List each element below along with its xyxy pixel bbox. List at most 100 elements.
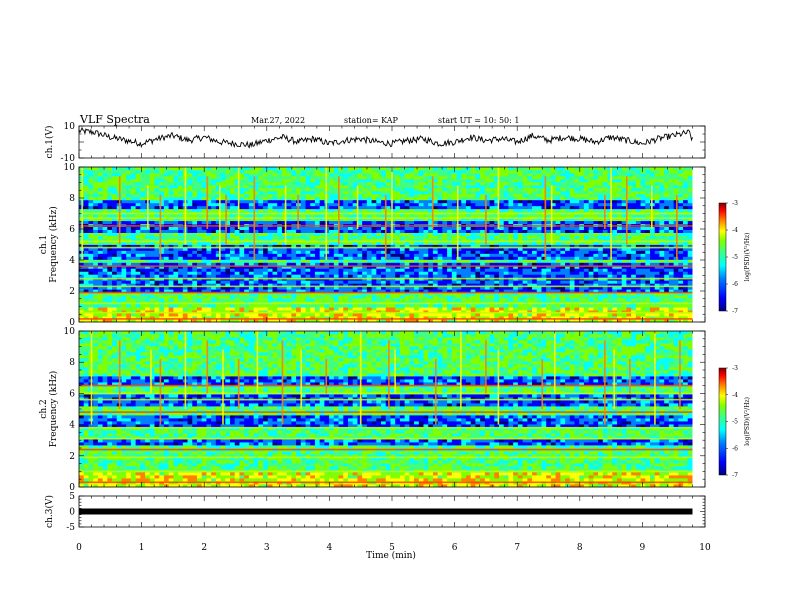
spectrogram-cell — [470, 304, 476, 308]
spectrogram-cell — [329, 304, 335, 308]
spectrogram-cell — [602, 286, 608, 290]
spectrogram-cell — [239, 229, 245, 233]
spectrogram-cell — [248, 253, 255, 257]
spectrogram-cell — [513, 226, 519, 230]
spectrogram-cell — [154, 313, 160, 317]
spectrogram-cell — [97, 229, 103, 233]
spectrogram-cell — [135, 241, 141, 245]
spectrogram-cell — [465, 295, 472, 299]
spectrogram-cell — [390, 280, 396, 284]
spectrogram-cell — [423, 247, 429, 251]
spectrogram-cell — [88, 310, 94, 314]
spectrogram-cell — [414, 319, 420, 323]
spectrogram-cell — [215, 238, 221, 242]
spectrogram-cell — [626, 313, 632, 317]
spectrogram-cell — [300, 313, 306, 317]
spectrogram-cell — [635, 304, 641, 308]
spectrogram-cell — [281, 265, 288, 269]
spectrogram-cell — [102, 274, 108, 278]
spectrogram-cell — [263, 313, 269, 317]
spectrogram-cell — [423, 286, 429, 290]
spectrogram-cell — [541, 274, 547, 278]
spectrogram-cell — [579, 319, 585, 323]
spectrogram-cell — [220, 286, 226, 290]
spectrogram-cell — [503, 274, 509, 278]
spectrogram-cell — [527, 310, 533, 314]
spectrogram-cell — [423, 292, 429, 296]
spectrogram-cell — [598, 220, 604, 225]
spectrogram-cell — [593, 298, 599, 302]
spectrogram-cell — [206, 271, 212, 275]
spectrogram-cell — [116, 271, 122, 275]
spectrogram-cell — [263, 295, 269, 299]
spectrogram-cell — [126, 259, 132, 263]
spectrogram-cell — [305, 244, 311, 248]
spectrogram-cell — [343, 256, 349, 260]
spectrogram-cell — [654, 259, 660, 263]
spectrogram-cell — [522, 268, 528, 272]
spectrogram-cell — [465, 289, 472, 293]
spectrogram-cell — [654, 226, 660, 230]
spectrogram-cell — [291, 283, 297, 287]
spectrogram-cell — [508, 250, 514, 254]
spectrogram-cell — [546, 268, 552, 272]
spectrogram-cell — [650, 244, 656, 248]
spectrogram-cell — [532, 235, 538, 239]
spectrogram-cell — [149, 253, 155, 257]
spectrogram-cell — [163, 247, 170, 251]
spectrogram-cell — [130, 226, 137, 230]
spectrogram-cell — [291, 262, 297, 266]
spectrogram-cell — [333, 283, 339, 287]
spectrogram-cell — [234, 262, 240, 266]
spectrogram-cell — [310, 313, 316, 317]
spectrogram-cell — [187, 289, 193, 293]
spectrogram-cell — [508, 307, 514, 311]
spectrogram-cell — [112, 241, 118, 245]
spectrogram-cell — [347, 247, 354, 251]
spectrogram-cell — [494, 304, 500, 308]
spectrogram-cell — [399, 274, 406, 278]
spectrogram-cell — [673, 298, 679, 302]
spectrogram-cell — [314, 226, 321, 230]
spectrogram-cell — [522, 265, 528, 269]
spectrogram-cell — [168, 304, 174, 308]
spectrogram-cell — [333, 304, 339, 308]
spectrogram-cell — [598, 307, 604, 311]
spectrogram-cell — [97, 241, 103, 245]
spectrogram-cell — [215, 274, 221, 278]
spectrogram-cell — [579, 235, 585, 239]
spectrogram-cell — [664, 265, 670, 269]
spectrogram-cell — [187, 316, 193, 320]
spectrogram-cell — [357, 280, 363, 284]
spectrogram-cell — [149, 262, 155, 266]
spectrogram-cell — [178, 271, 184, 275]
spectrogram-cell — [324, 307, 330, 311]
spectrogram-cell — [258, 310, 264, 314]
spectrogram-cell — [659, 319, 665, 323]
spectrogram-cell — [220, 238, 226, 242]
spectrogram-cell — [376, 319, 382, 323]
spectrogram-cell — [347, 220, 354, 225]
spectrogram-cell — [517, 262, 523, 266]
spectrogram-cell — [489, 244, 495, 248]
spectrogram-cell — [418, 307, 424, 311]
spectrogram-cell — [248, 304, 255, 308]
spectrogram-cell — [480, 229, 486, 233]
spectrogram-cell — [687, 316, 693, 320]
spectrogram-cell — [645, 271, 651, 275]
spectrogram-cell — [343, 313, 349, 317]
spectrogram-cell — [480, 241, 486, 245]
spectrogram-cell — [579, 310, 585, 314]
spectrogram-cell — [616, 289, 623, 293]
spectrogram-cell — [324, 268, 330, 272]
spectrogram-cell — [527, 241, 533, 245]
spectrogram-cell — [182, 268, 188, 272]
spectrogram-cell — [598, 244, 604, 248]
spectrogram-cell — [687, 268, 693, 272]
spectrogram-cell — [423, 268, 429, 272]
spectrogram-cell — [178, 286, 184, 290]
spectrogram-cell — [451, 295, 457, 299]
spectrogram-cell — [654, 241, 660, 245]
spectrogram-cell — [673, 319, 679, 323]
spectrogram-cell — [475, 295, 481, 299]
